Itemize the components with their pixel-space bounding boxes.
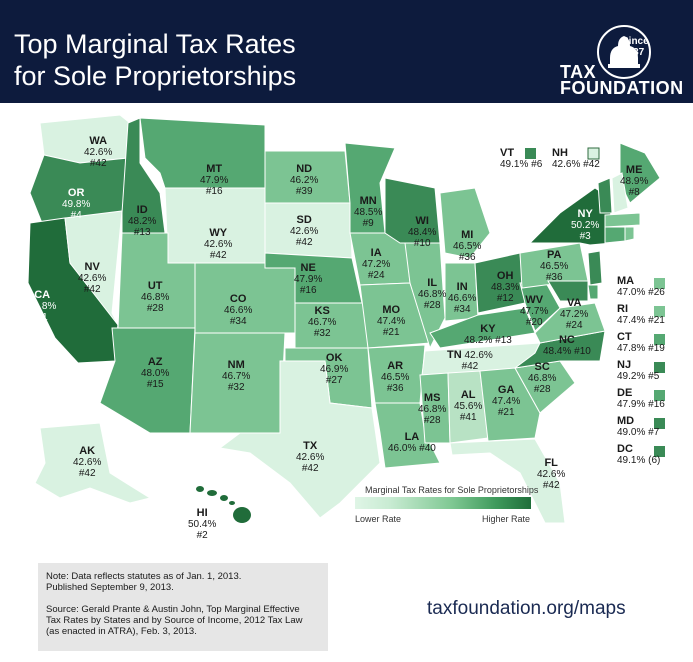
maps-link[interactable]: taxfoundation.org/maps — [427, 598, 626, 619]
swatch-DC — [654, 446, 665, 457]
state-CT[interactable] — [604, 226, 626, 244]
state-ID[interactable] — [121, 117, 166, 234]
label-KS: KS 46.7% #32 — [308, 305, 337, 340]
label-OR: OR 49.8% #4 — [62, 187, 91, 222]
capitol-dome-icon — [597, 25, 651, 79]
legend-low: Lower Rate — [355, 514, 402, 524]
callout-VT: VT 49.1% #6 — [500, 147, 543, 171]
badge-year: 1937 — [622, 47, 645, 58]
swatch-RI — [654, 306, 665, 317]
label-KY: KY 48.2% #13 — [464, 323, 512, 347]
state-NH[interactable] — [611, 172, 629, 214]
label-ID: ID 48.2% #13 — [128, 204, 157, 239]
label-TX: TX 42.6% #42 — [296, 440, 325, 475]
callout-MD: MD 49.0% #7 — [617, 415, 660, 439]
title-line-1: Top Marginal Tax Rates — [14, 29, 296, 59]
map-title: Top Marginal Tax Rates for Sole Propriet… — [14, 28, 296, 92]
state-MD[interactable] — [547, 280, 589, 302]
title-line-2: for Sole Proprietorships — [14, 61, 297, 91]
label-AK: AK 42.6% #42 — [73, 445, 102, 480]
label-VA: VA 47.2% #24 — [560, 297, 589, 332]
label-NE: NE 47.9% #16 — [294, 262, 323, 297]
tax-foundation-logo[interactable]: Since 1937 TAX FOUNDATION — [560, 24, 685, 98]
callout-CT: CT 47.8% #19 — [617, 331, 665, 355]
logo-tax: TAX — [560, 62, 597, 82]
label-WY: WY 42.6% #42 — [204, 227, 233, 262]
label-NY: NY 50.2% #3 — [571, 208, 600, 243]
legend-high: Higher Rate — [482, 514, 531, 524]
source-note: Note: Data reflects statutes as of Jan. … — [38, 563, 328, 651]
label-CO: CO 46.6% #34 — [224, 293, 253, 328]
label-MI: MI 46.5% #36 — [453, 229, 482, 264]
label-ND: ND 46.2% #39 — [290, 163, 319, 198]
label-OK: OK 46.9% #27 — [320, 352, 349, 387]
label-NV: NV 42.6% #42 — [78, 261, 107, 296]
swatch-MD — [654, 418, 665, 429]
header-banner: Top Marginal Tax Rates for Sole Propriet… — [0, 0, 693, 103]
label-PA: PA 46.5% #36 — [540, 249, 569, 284]
state-KY[interactable] — [429, 307, 536, 349]
note-line-1: Note: Data reflects statutes as of Jan. … — [46, 571, 242, 582]
label-MT: MT 47.9% #16 — [200, 163, 229, 198]
callout-DC: DC 49.1% (6) — [617, 443, 661, 467]
label-FL: FL 42.6% #42 — [537, 457, 566, 492]
state-NJ[interactable] — [587, 250, 603, 286]
state-TX[interactable] — [218, 360, 381, 519]
label-LA: LA 46.0% #40 — [388, 431, 436, 455]
state-DE[interactable] — [587, 284, 599, 300]
note-line-2: Published September 9, 2013. — [46, 582, 174, 593]
swatch-NH — [587, 147, 600, 160]
state-VT[interactable] — [597, 177, 613, 214]
state-MI[interactable] — [439, 187, 491, 259]
callout-NH: NH 42.6% #42 — [552, 147, 600, 171]
label-MN: MN 48.5% #9 — [354, 195, 383, 230]
label-HI: HI 50.4% #2 — [188, 507, 217, 542]
label-AR: AR 46.5% #36 — [381, 360, 410, 395]
label-WI: WI 48.4% #10 — [408, 215, 437, 250]
callout-DE: DE 47.9% #16 — [617, 387, 665, 411]
label-UT: UT 46.8% #28 — [141, 280, 170, 315]
note-line-5: (as enacted in ATRA), Feb. 3, 2013. — [46, 626, 197, 637]
legend-title: Marginal Tax Rates for Sole Proprietorsh… — [365, 485, 539, 495]
swatch-NJ — [654, 362, 665, 373]
swatch-DE — [654, 390, 665, 401]
state-HI[interactable] — [196, 486, 251, 523]
swatch-VT — [525, 148, 536, 159]
label-OH: OH 48.3% #12 — [491, 270, 520, 305]
label-AL: AL 45.6% #41 — [454, 389, 483, 424]
label-GA: GA 47.4% #21 — [492, 384, 521, 419]
label-TN: TN 42.6% #42 — [447, 349, 493, 373]
logo-foundation: FOUNDATION — [560, 78, 684, 98]
label-WV: WV 47.7% #20 — [520, 294, 549, 329]
label-IL: IL 46.8% #28 — [418, 277, 447, 312]
state-AK[interactable] — [34, 422, 152, 504]
callout-RI: RI 47.4% #21 — [617, 303, 665, 327]
swatch-MA — [654, 278, 665, 289]
label-IA: IA 47.2% #24 — [362, 247, 391, 282]
callout-MA: MA 47.0% #26 — [617, 275, 665, 299]
state-NV[interactable] — [64, 210, 123, 326]
label-CA: CA 51.8% #1 — [28, 289, 57, 324]
label-SD: SD 42.6% #42 — [290, 214, 319, 249]
label-SC: SC 46.8% #28 — [528, 361, 557, 396]
label-MO: MO 47.4% #21 — [377, 304, 406, 339]
legend-gradient — [355, 497, 531, 509]
label-ME: ME 48.9% #8 — [620, 164, 649, 199]
label-MS: MS 46.8% #28 — [418, 392, 447, 427]
callout-NJ: NJ 49.2% #5 — [617, 359, 660, 383]
note-line-3: Source: Gerald Prante & Austin John, Top… — [46, 604, 300, 615]
label-AZ: AZ 48.0% #15 — [141, 356, 170, 391]
label-NM: NM 46.7% #32 — [222, 359, 251, 394]
swatch-CT — [654, 334, 665, 345]
state-FL[interactable] — [449, 438, 566, 524]
label-IN: IN 46.6% #34 — [448, 281, 477, 316]
state-RI[interactable] — [624, 226, 635, 242]
state-MA[interactable] — [604, 212, 641, 228]
us-map — [27, 114, 665, 524]
state-LA[interactable] — [374, 402, 441, 469]
label-NC: NC 48.4% #10 — [543, 334, 591, 358]
note-line-4: Tax Rates by States and by Source of Inc… — [46, 615, 303, 626]
badge-since: Since — [622, 36, 649, 47]
label-WA: WA 42.6% #42 — [84, 135, 113, 170]
